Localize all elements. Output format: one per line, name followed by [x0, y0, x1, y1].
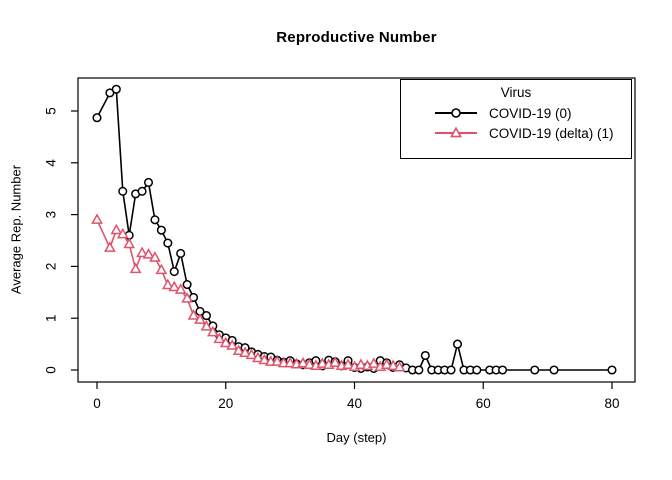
- data-point-circle: [150, 215, 160, 225]
- data-point-circle: [452, 339, 463, 349]
- data-point-circle: [182, 279, 192, 290]
- data-point-triangle: [207, 325, 219, 337]
- data-point-circle: [111, 84, 121, 94]
- legend-entry-covid19: COVID-19 (0): [401, 103, 631, 123]
- data-point-triangle: [116, 227, 129, 239]
- data-point-triangle: [329, 356, 342, 367]
- data-point-circle: [156, 225, 166, 235]
- data-point-triangle: [393, 360, 406, 372]
- data-point-triangle: [252, 351, 264, 363]
- data-point-circle: [530, 365, 540, 375]
- data-point-triangle: [297, 356, 309, 368]
- data-point-triangle: [168, 280, 181, 292]
- legend-label: COVID-19 (delta) (1): [489, 125, 614, 141]
- data-point-triangle: [219, 336, 232, 348]
- x-tick-label: 60: [476, 396, 491, 411]
- legend-entry-covid19-delta: COVID-19 (delta) (1): [401, 123, 631, 143]
- data-point-triangle: [161, 278, 174, 290]
- x-tick-label: 80: [604, 396, 619, 411]
- data-point-triangle: [194, 313, 206, 324]
- data-point-triangle: [367, 357, 380, 368]
- data-point-triangle: [355, 358, 367, 369]
- data-point-circle: [420, 350, 430, 361]
- data-point-triangle: [316, 357, 329, 368]
- y-tick-label: 1: [44, 314, 59, 322]
- data-point-triangle: [232, 344, 245, 355]
- data-point-triangle: [284, 356, 296, 368]
- x-axis-label: Day (step): [326, 430, 387, 445]
- data-point-circle: [163, 238, 173, 248]
- data-point-triangle: [258, 353, 271, 365]
- y-tick-label: 4: [44, 159, 59, 167]
- data-point-triangle: [174, 283, 187, 294]
- data-point-triangle: [213, 332, 226, 344]
- data-point-triangle: [104, 241, 116, 252]
- data-point-triangle: [200, 320, 213, 331]
- legend: Virus COVID-19 (0) COVID-19 (delta) (1): [400, 79, 632, 159]
- data-point-triangle: [239, 346, 251, 358]
- data-point-circle: [176, 248, 186, 258]
- data-point-triangle: [123, 237, 136, 249]
- legend-swatch-triangle-icon: [435, 126, 477, 138]
- x-tick-label: 0: [93, 396, 101, 411]
- data-point-triangle: [142, 248, 155, 259]
- data-point-triangle: [181, 292, 193, 303]
- data-point-circle: [92, 113, 102, 123]
- legend-swatch-circle-icon: [435, 108, 477, 118]
- data-point-circle: [607, 365, 617, 375]
- data-point-circle: [498, 365, 508, 375]
- legend-title: Virus: [500, 85, 532, 100]
- data-point-triangle: [303, 358, 316, 369]
- data-point-triangle: [380, 358, 393, 369]
- x-tick-label: 40: [347, 396, 362, 411]
- data-point-circle: [549, 365, 559, 375]
- data-point-triangle: [387, 359, 399, 371]
- plot-frame: [77, 77, 636, 383]
- data-point-circle: [143, 177, 154, 188]
- data-point-triangle: [110, 223, 123, 235]
- data-point-circle: [446, 365, 456, 375]
- data-point-triangle: [342, 358, 354, 369]
- legend-label: COVID-19 (0): [489, 105, 572, 121]
- chart-title: Reproductive Number: [276, 29, 437, 46]
- data-point-circle: [169, 267, 179, 277]
- y-tick-label: 5: [44, 107, 59, 115]
- data-point-triangle: [271, 355, 284, 366]
- data-point-triangle: [155, 263, 168, 275]
- data-point-triangle: [226, 339, 239, 350]
- y-tick-label: 3: [44, 211, 59, 219]
- y-tick-label: 2: [44, 263, 59, 271]
- x-tick-label: 20: [218, 396, 233, 411]
- y-tick-label: 0: [44, 366, 59, 374]
- data-point-triangle: [136, 246, 148, 258]
- data-point-triangle: [149, 251, 161, 262]
- data-point-circle: [414, 365, 424, 375]
- data-point-triangle: [91, 213, 103, 224]
- data-point-circle: [472, 365, 482, 375]
- data-point-triangle: [187, 309, 200, 320]
- data-point-triangle: [245, 348, 258, 360]
- data-point-circle: [201, 311, 211, 321]
- data-point-circle: [118, 186, 128, 196]
- data-point-circle: [137, 186, 147, 196]
- data-point-triangle: [129, 262, 142, 274]
